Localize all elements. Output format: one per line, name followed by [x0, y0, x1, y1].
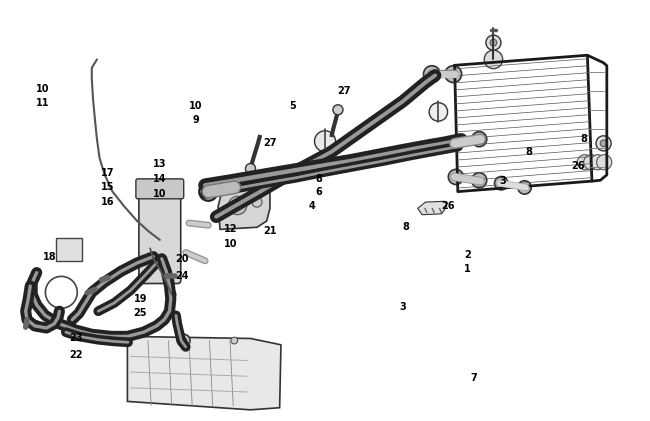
- Circle shape: [224, 179, 242, 197]
- Circle shape: [484, 50, 502, 69]
- Circle shape: [34, 321, 40, 327]
- Text: 25: 25: [134, 308, 147, 318]
- Text: 20: 20: [176, 254, 189, 264]
- Circle shape: [590, 155, 605, 170]
- Circle shape: [448, 136, 463, 151]
- Text: 10: 10: [36, 84, 50, 94]
- Circle shape: [181, 338, 187, 344]
- Text: 11: 11: [36, 99, 50, 109]
- Circle shape: [246, 163, 255, 173]
- Circle shape: [333, 105, 343, 115]
- Text: 8: 8: [402, 222, 410, 232]
- Circle shape: [584, 155, 599, 170]
- Text: 15: 15: [101, 182, 114, 192]
- Text: 19: 19: [134, 293, 147, 304]
- Text: 27: 27: [338, 86, 351, 96]
- Text: 26: 26: [571, 161, 584, 171]
- Text: 9: 9: [192, 115, 199, 125]
- Text: 8: 8: [580, 134, 588, 144]
- Text: 10: 10: [188, 101, 202, 111]
- Circle shape: [165, 277, 174, 285]
- Circle shape: [429, 103, 448, 121]
- Text: 14: 14: [153, 174, 166, 184]
- Circle shape: [424, 66, 440, 83]
- Circle shape: [596, 136, 611, 151]
- Circle shape: [495, 176, 508, 190]
- Text: 17: 17: [101, 168, 114, 178]
- Text: 10: 10: [153, 189, 166, 199]
- Text: 4: 4: [309, 201, 315, 211]
- Circle shape: [518, 181, 531, 194]
- FancyBboxPatch shape: [56, 238, 82, 261]
- Circle shape: [490, 39, 497, 46]
- Circle shape: [448, 169, 463, 184]
- FancyBboxPatch shape: [139, 188, 181, 283]
- Text: 21: 21: [263, 226, 277, 237]
- Text: 12: 12: [224, 224, 238, 234]
- Circle shape: [472, 173, 487, 188]
- Circle shape: [472, 132, 487, 147]
- Text: 27: 27: [263, 139, 277, 148]
- Text: 8: 8: [315, 174, 322, 184]
- Text: 23: 23: [69, 333, 83, 344]
- Polygon shape: [418, 201, 447, 215]
- Circle shape: [167, 290, 176, 298]
- Circle shape: [315, 131, 335, 152]
- Text: 24: 24: [176, 271, 189, 280]
- Circle shape: [231, 337, 238, 344]
- Text: 3: 3: [399, 302, 406, 312]
- Circle shape: [597, 155, 612, 170]
- Text: 2: 2: [464, 250, 471, 260]
- Text: 1: 1: [464, 264, 471, 274]
- Circle shape: [25, 321, 30, 325]
- Circle shape: [177, 334, 190, 347]
- FancyBboxPatch shape: [136, 179, 184, 199]
- Polygon shape: [218, 185, 270, 229]
- Text: 8: 8: [526, 147, 532, 157]
- Circle shape: [445, 66, 461, 83]
- Text: 5: 5: [289, 101, 296, 111]
- Circle shape: [228, 196, 247, 215]
- Circle shape: [600, 140, 607, 147]
- Circle shape: [577, 155, 592, 170]
- Circle shape: [252, 197, 262, 207]
- Text: 13: 13: [153, 159, 166, 169]
- Text: 6: 6: [315, 187, 322, 197]
- Text: 16: 16: [101, 197, 114, 207]
- Circle shape: [486, 35, 501, 50]
- Circle shape: [199, 182, 218, 201]
- Text: 18: 18: [43, 252, 57, 262]
- Polygon shape: [127, 336, 281, 410]
- Text: 3: 3: [500, 176, 506, 186]
- Text: 10: 10: [224, 239, 238, 249]
- Text: 22: 22: [69, 350, 83, 360]
- Text: 26: 26: [441, 201, 455, 211]
- Text: 7: 7: [471, 373, 477, 384]
